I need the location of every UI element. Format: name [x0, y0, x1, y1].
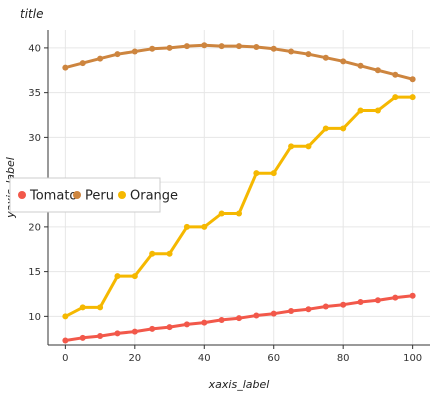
peru-point — [253, 44, 260, 51]
legend-label-tomato: Tomato — [29, 189, 77, 204]
orange-point — [97, 304, 104, 311]
orange-point — [114, 273, 121, 280]
peru-point — [322, 54, 329, 61]
x-tick-label: 20 — [128, 353, 141, 364]
tomato-point — [322, 303, 329, 310]
peru-point — [114, 51, 121, 58]
orange-point — [322, 125, 329, 132]
peru-point — [357, 62, 364, 69]
orange-point — [374, 107, 381, 114]
peru-point — [305, 51, 312, 58]
tomato-point — [253, 312, 260, 319]
orange-point — [288, 143, 295, 150]
x-tick-label: 60 — [267, 353, 280, 364]
tomato-point — [288, 307, 295, 314]
legend: Tomato Peru Orange — [9, 177, 178, 213]
y-tick-label: 10 — [28, 312, 41, 323]
x-tick-label: 100 — [403, 353, 422, 364]
legend-label-peru: Peru — [85, 189, 114, 204]
orange-point — [236, 210, 242, 217]
peru-point — [131, 48, 138, 55]
peru-point — [409, 76, 416, 83]
peru-point — [288, 48, 295, 55]
y-tick-label: 20 — [28, 222, 41, 233]
orange-point — [183, 223, 190, 230]
orange-point — [131, 273, 138, 280]
tomato-point — [97, 333, 104, 340]
orange-point — [409, 94, 416, 101]
y-tick-label: 40 — [28, 43, 41, 54]
tomato-point — [357, 299, 364, 306]
orange-point — [62, 313, 69, 320]
legend-swatch-peru — [73, 191, 81, 199]
peru-point — [392, 71, 399, 78]
x-axis-title: xaxis_label — [208, 378, 270, 391]
tomato-point — [114, 330, 121, 337]
peru-point — [201, 42, 208, 49]
orange-point — [218, 210, 225, 217]
x-tick-label: 80 — [337, 353, 350, 364]
legend-swatch-tomato — [18, 191, 26, 199]
tomato-point — [149, 325, 156, 332]
tomato-point — [340, 301, 347, 308]
peru-point — [79, 60, 86, 67]
tomato-point — [79, 334, 86, 341]
orange-point — [79, 304, 86, 311]
peru-point — [340, 58, 347, 65]
y-tick-label: 35 — [28, 88, 41, 99]
orange-point — [357, 107, 364, 114]
x-tick-label: 40 — [198, 353, 211, 364]
y-tick-label: 30 — [28, 133, 41, 144]
tomato-point — [218, 316, 225, 323]
tomato-point — [166, 324, 173, 331]
y-tick-label: 15 — [28, 267, 41, 278]
tomato-point — [374, 297, 381, 304]
tomato-point — [201, 319, 208, 326]
orange-point — [340, 125, 347, 132]
tomato-point — [305, 306, 312, 313]
orange-point — [270, 170, 277, 177]
series-layer — [62, 42, 416, 344]
legend-label-orange: Orange — [130, 189, 178, 204]
x-tick-label: 0 — [62, 353, 68, 364]
peru-point — [218, 43, 225, 50]
orange-point — [305, 143, 312, 150]
legend-box — [9, 177, 161, 213]
tomato-point — [236, 315, 242, 322]
tomato-point — [131, 328, 138, 335]
peru-point — [183, 43, 190, 50]
peru-point — [374, 67, 381, 74]
orange-point — [253, 170, 260, 177]
chart-title: title — [20, 7, 43, 21]
tomato-point — [183, 321, 190, 328]
tomato-point — [392, 294, 399, 301]
peru-point — [166, 44, 173, 51]
tomato-point — [62, 337, 69, 344]
legend-swatch-orange — [118, 191, 126, 199]
peru-point — [97, 55, 104, 62]
orange-point — [392, 94, 399, 101]
tomato-point — [270, 310, 277, 317]
peru-point — [270, 45, 277, 52]
orange-point — [166, 250, 173, 257]
orange-point — [201, 223, 208, 230]
peru-point — [62, 64, 69, 71]
peru-point — [149, 45, 156, 52]
peru-point — [236, 43, 242, 50]
orange-point — [149, 250, 156, 257]
tomato-point — [409, 292, 416, 299]
